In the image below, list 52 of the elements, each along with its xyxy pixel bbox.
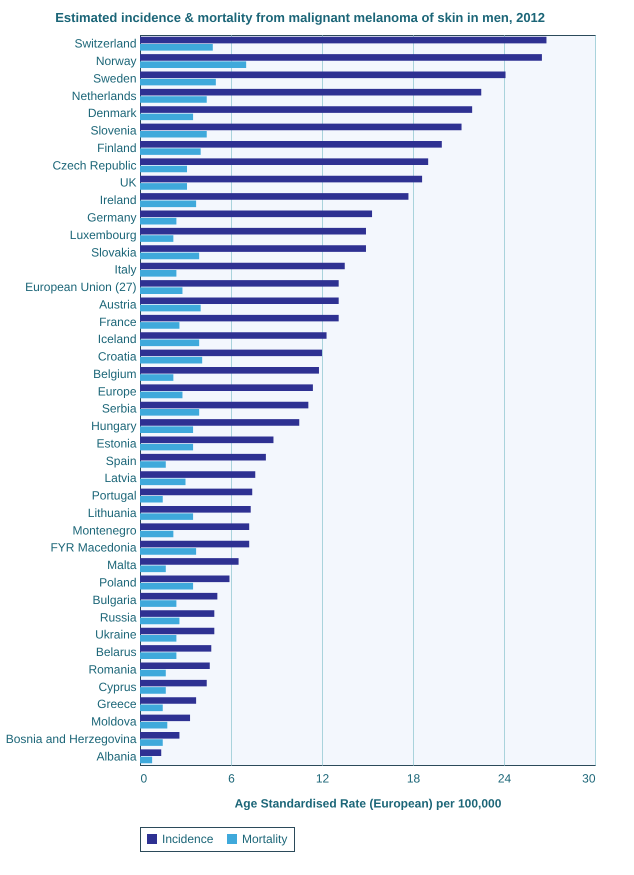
y-tick-label: Portugal bbox=[92, 488, 136, 503]
y-tick-label: Spain bbox=[106, 454, 136, 468]
y-tick-label: Netherlands bbox=[72, 88, 136, 103]
y-tick-label: Ukraine bbox=[95, 628, 137, 642]
y-tick-label: Moldova bbox=[91, 714, 137, 729]
y-tick-label: Norway bbox=[96, 54, 136, 68]
y-tick-label: Finland bbox=[97, 140, 136, 155]
y-tick-label: Russia bbox=[100, 610, 137, 624]
x-tick-label: 24 bbox=[498, 772, 512, 786]
y-tick-label: FYR Macedonia bbox=[50, 540, 137, 555]
x-tick-label: 12 bbox=[316, 772, 330, 786]
y-tick-label: Ireland bbox=[100, 193, 136, 208]
y-tick-label: Belarus bbox=[96, 645, 136, 660]
y-tick-label: Malta bbox=[107, 558, 137, 572]
x-axis-title: Age Standardised Rate (European) per 100,000 bbox=[234, 796, 502, 810]
y-tick-label: Romania bbox=[88, 662, 137, 676]
y-tick-label: Switzerland bbox=[74, 36, 136, 51]
y-tick-label: Bulgaria bbox=[92, 592, 137, 607]
y-tick-label: Germany bbox=[87, 210, 136, 224]
y-tick-label: Europe bbox=[98, 384, 137, 398]
legend-label: Incidence bbox=[162, 832, 214, 846]
x-tick-label: 30 bbox=[582, 772, 596, 786]
x-tick-label: 0 bbox=[140, 772, 148, 786]
y-tick-label: Poland bbox=[99, 576, 136, 590]
y-tick-label: Hungary bbox=[91, 419, 136, 434]
chart-title: Estimated incidence & mortality from malignant melanoma of skin in men, 2012 bbox=[55, 10, 546, 25]
y-tick-label: Luxembourg bbox=[70, 228, 136, 242]
y-tick-label: Albania bbox=[96, 749, 137, 764]
y-tick-label: UK bbox=[120, 176, 136, 190]
x-tick-label: 18 bbox=[406, 772, 420, 786]
y-tick-label: Serbia bbox=[102, 402, 137, 416]
y-tick-label: Cyprus bbox=[98, 680, 136, 694]
y-tick-label: Belgium bbox=[93, 366, 136, 381]
y-tick-label: France bbox=[99, 314, 137, 329]
y-tick-label: Iceland bbox=[98, 332, 136, 346]
y-tick-label: Italy bbox=[114, 262, 136, 277]
legend-label: Mortality bbox=[242, 832, 288, 846]
x-tick-label: 6 bbox=[228, 772, 236, 786]
y-tick-label: Czech Republic bbox=[52, 158, 136, 172]
y-tick-label: Austria bbox=[99, 297, 137, 312]
y-tick-label: Estonia bbox=[96, 436, 137, 450]
y-tick-label: Slovenia bbox=[90, 124, 137, 138]
y-tick-label: Croatia bbox=[98, 350, 137, 364]
y-tick-label: Latvia bbox=[104, 471, 137, 486]
y-tick-label: Lithuania bbox=[88, 506, 137, 520]
y-tick-label: Slovakia bbox=[91, 245, 137, 260]
y-tick-label: Denmark bbox=[88, 106, 138, 120]
y-tick-label: Bosnia and Herzegovina bbox=[6, 732, 137, 746]
y-tick-label: Montenegro bbox=[72, 523, 137, 538]
y-tick-label: European Union (27) bbox=[25, 280, 136, 294]
y-tick-label: Sweden bbox=[93, 71, 136, 86]
y-tick-label: Greece bbox=[97, 697, 137, 712]
